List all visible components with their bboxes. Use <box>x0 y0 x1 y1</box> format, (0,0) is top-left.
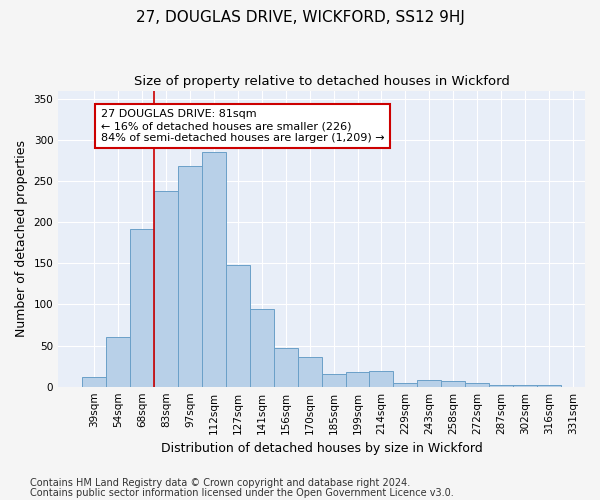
Bar <box>106 336 130 386</box>
Bar <box>322 374 346 386</box>
Bar <box>537 385 561 386</box>
Bar <box>250 308 274 386</box>
Bar <box>130 228 154 386</box>
Bar <box>178 166 202 386</box>
Bar <box>202 152 226 386</box>
Text: 27, DOUGLAS DRIVE, WICKFORD, SS12 9HJ: 27, DOUGLAS DRIVE, WICKFORD, SS12 9HJ <box>136 10 464 25</box>
Text: Contains HM Land Registry data © Crown copyright and database right 2024.: Contains HM Land Registry data © Crown c… <box>30 478 410 488</box>
Bar <box>298 357 322 386</box>
Bar <box>513 385 537 386</box>
Title: Size of property relative to detached houses in Wickford: Size of property relative to detached ho… <box>134 75 509 88</box>
Bar <box>82 377 106 386</box>
Bar <box>394 382 418 386</box>
Bar <box>489 385 513 386</box>
Bar <box>226 265 250 386</box>
Text: 27 DOUGLAS DRIVE: 81sqm
← 16% of detached houses are smaller (226)
84% of semi-d: 27 DOUGLAS DRIVE: 81sqm ← 16% of detache… <box>101 110 385 142</box>
Text: Contains public sector information licensed under the Open Government Licence v3: Contains public sector information licen… <box>30 488 454 498</box>
Bar <box>154 191 178 386</box>
Bar <box>442 381 465 386</box>
Bar <box>370 371 394 386</box>
Y-axis label: Number of detached properties: Number of detached properties <box>15 140 28 337</box>
Bar <box>346 372 370 386</box>
Bar <box>418 380 442 386</box>
Bar <box>274 348 298 387</box>
Bar <box>465 382 489 386</box>
X-axis label: Distribution of detached houses by size in Wickford: Distribution of detached houses by size … <box>161 442 482 455</box>
